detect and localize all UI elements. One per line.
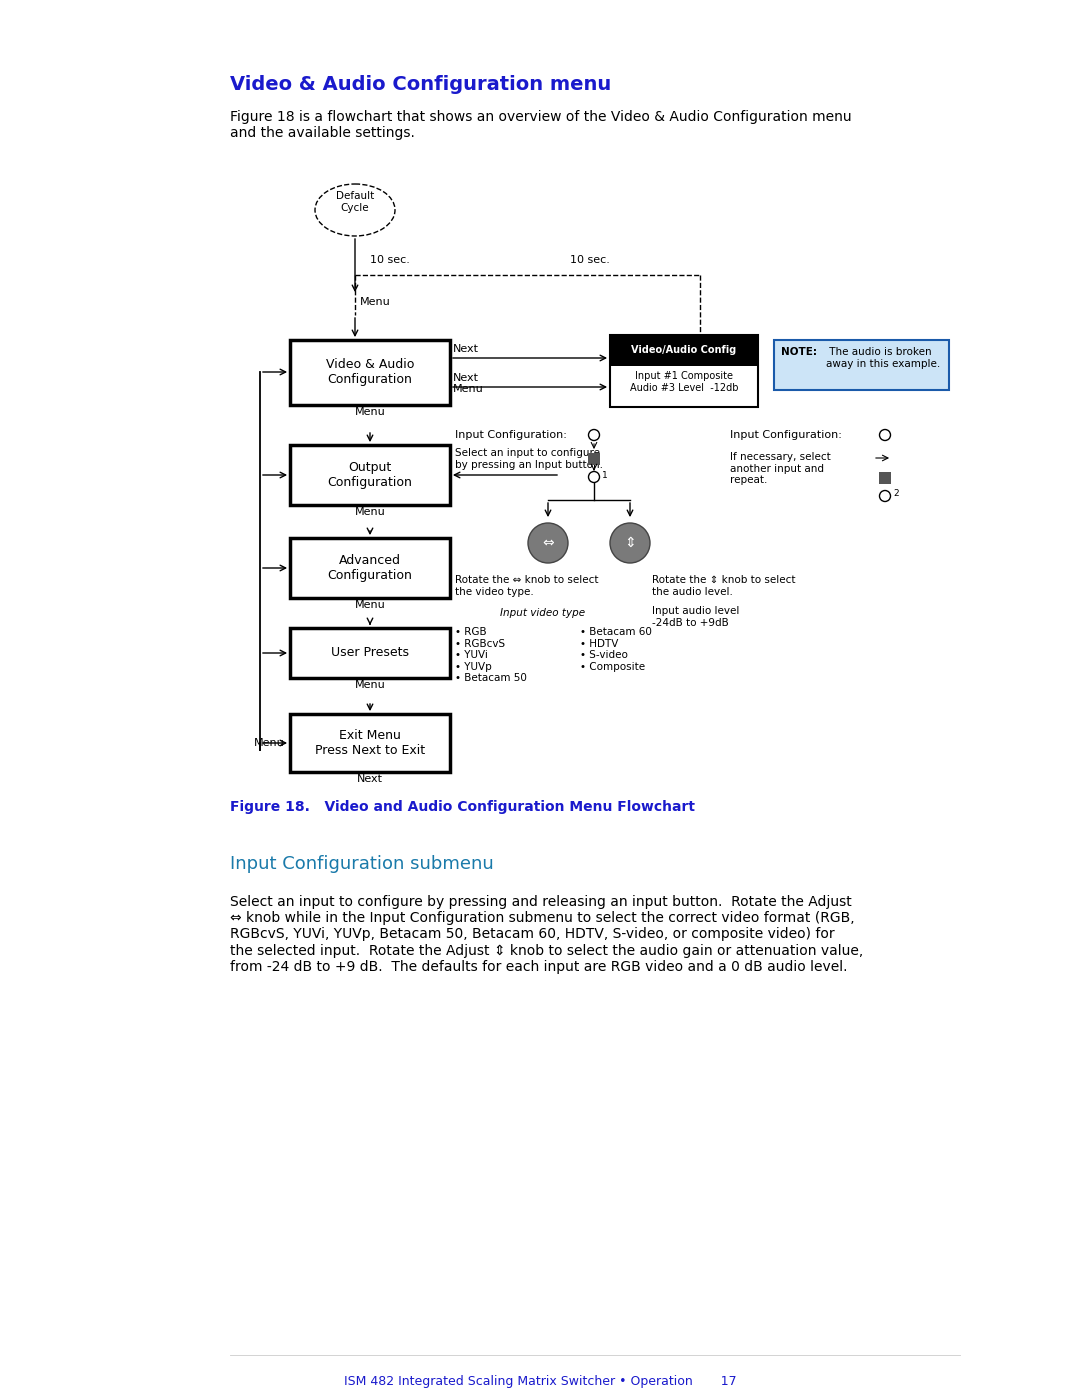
- Text: Rotate the ⇕ knob to select
the audio level.: Rotate the ⇕ knob to select the audio le…: [652, 576, 796, 597]
- Text: Default
Cycle: Default Cycle: [336, 191, 374, 212]
- Circle shape: [610, 522, 650, 563]
- FancyBboxPatch shape: [610, 335, 758, 407]
- Text: Video & Audio
Configuration: Video & Audio Configuration: [326, 359, 415, 387]
- Text: Select an input to configure
by pressing an Input button.: Select an input to configure by pressing…: [455, 448, 603, 469]
- Text: Menu: Menu: [254, 738, 285, 747]
- Text: Next: Next: [357, 774, 383, 784]
- Text: Exit Menu
Press Next to Exit: Exit Menu Press Next to Exit: [315, 729, 426, 757]
- Text: Input Configuration:: Input Configuration:: [455, 430, 567, 440]
- Text: Figure 18.   Video and Audio Configuration Menu Flowchart: Figure 18. Video and Audio Configuration…: [230, 800, 696, 814]
- Text: Input Configuration submenu: Input Configuration submenu: [230, 855, 494, 873]
- Circle shape: [528, 522, 568, 563]
- Text: Menu: Menu: [354, 507, 386, 517]
- Text: Output
Configuration: Output Configuration: [327, 461, 413, 489]
- Text: Select an input to configure by pressing and releasing an input button.  Rotate : Select an input to configure by pressing…: [230, 895, 863, 974]
- Text: 1: 1: [602, 471, 608, 479]
- FancyBboxPatch shape: [774, 339, 949, 390]
- Text: The audio is broken
away in this example.: The audio is broken away in this example…: [826, 346, 941, 369]
- Text: 10 sec.: 10 sec.: [370, 256, 410, 265]
- Text: Next: Next: [453, 373, 480, 383]
- Text: • Betacam 60
• HDTV
• S-video
• Composite: • Betacam 60 • HDTV • S-video • Composit…: [580, 627, 652, 672]
- FancyBboxPatch shape: [291, 339, 450, 405]
- Text: 2: 2: [893, 489, 899, 499]
- Text: Advanced
Configuration: Advanced Configuration: [327, 555, 413, 583]
- Text: Menu: Menu: [453, 384, 484, 394]
- FancyBboxPatch shape: [291, 714, 450, 773]
- FancyBboxPatch shape: [610, 335, 758, 366]
- Text: Video & Audio Configuration menu: Video & Audio Configuration menu: [230, 75, 611, 94]
- Text: ⇕: ⇕: [624, 536, 636, 550]
- FancyBboxPatch shape: [879, 472, 891, 483]
- FancyBboxPatch shape: [588, 453, 600, 465]
- Text: Input #1 Composite
Audio #3 Level  -12db: Input #1 Composite Audio #3 Level -12db: [630, 372, 739, 393]
- Text: Rotate the ⇔ knob to select
the video type.: Rotate the ⇔ knob to select the video ty…: [455, 576, 598, 597]
- Text: ⇔: ⇔: [542, 536, 554, 550]
- Text: Next: Next: [453, 344, 480, 353]
- Text: If necessary, select
another input and
repeat.: If necessary, select another input and r…: [730, 453, 831, 485]
- Text: 10 sec.: 10 sec.: [570, 256, 610, 265]
- Text: NOTE:: NOTE:: [781, 346, 821, 358]
- Text: User Presets: User Presets: [330, 647, 409, 659]
- Text: Menu: Menu: [360, 298, 391, 307]
- FancyBboxPatch shape: [291, 538, 450, 598]
- Text: Figure 18 is a flowchart that shows an overview of the Video & Audio Configurati: Figure 18 is a flowchart that shows an o…: [230, 110, 852, 140]
- FancyBboxPatch shape: [291, 446, 450, 504]
- Text: ISM 482 Integrated Scaling Matrix Switcher • Operation       17: ISM 482 Integrated Scaling Matrix Switch…: [343, 1375, 737, 1389]
- Text: Input Configuration:: Input Configuration:: [730, 430, 846, 440]
- FancyBboxPatch shape: [291, 629, 450, 678]
- Text: Menu: Menu: [354, 599, 386, 610]
- Text: Menu: Menu: [354, 680, 386, 690]
- Text: Video/Audio Config: Video/Audio Config: [632, 345, 737, 355]
- Text: • RGB
• RGBcvS
• YUVi
• YUVp
• Betacam 50: • RGB • RGBcvS • YUVi • YUVp • Betacam 5…: [455, 627, 527, 683]
- Text: Input video type: Input video type: [500, 608, 585, 617]
- Text: Menu: Menu: [354, 407, 386, 416]
- Text: Input audio level
-24dB to +9dB: Input audio level -24dB to +9dB: [652, 606, 740, 627]
